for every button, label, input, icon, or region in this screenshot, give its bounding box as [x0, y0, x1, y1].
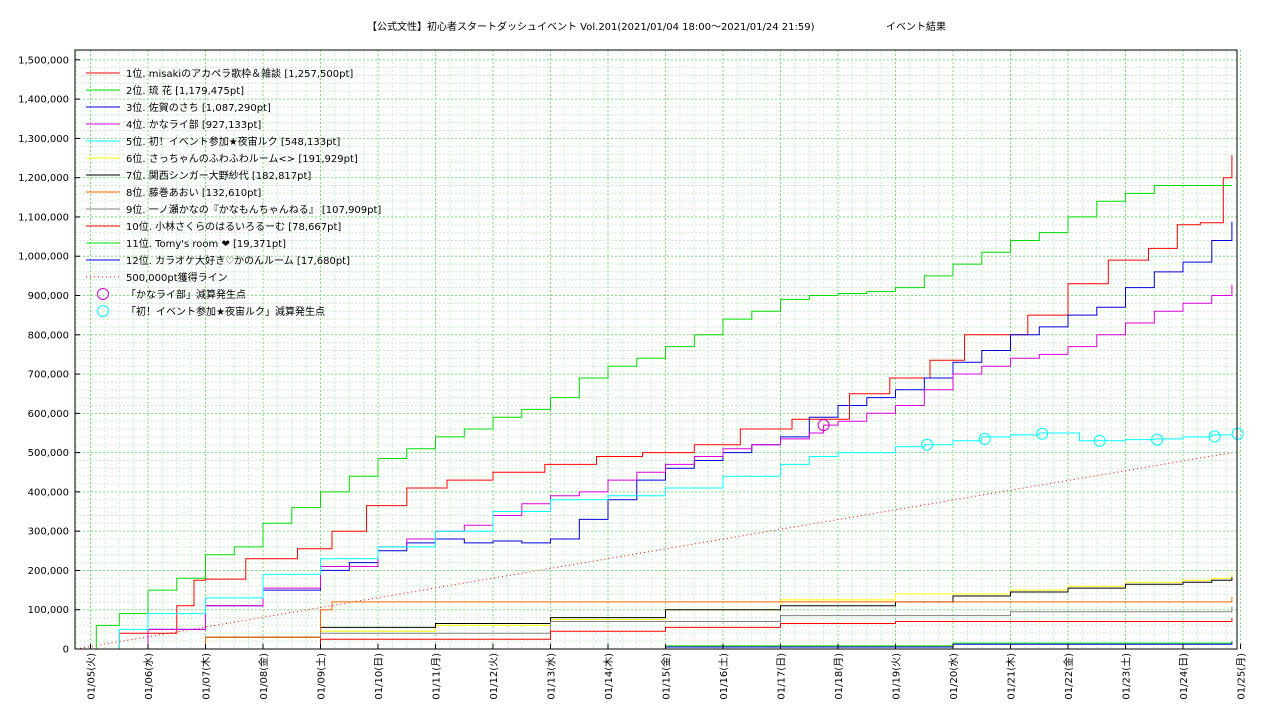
- legend-label: 2位. 琉 花 [1,179,475pt]: [126, 84, 244, 97]
- y-tick-label: 900,000: [28, 291, 69, 302]
- legend-label: 「かなライ部」減算発生点: [126, 288, 246, 301]
- deduction-marker: [817, 419, 830, 432]
- x-tick-label: 01/16(土): [717, 653, 730, 700]
- y-tick-label: 1,300,000: [18, 134, 69, 145]
- x-tick-label: 01/21(木): [1006, 653, 1018, 700]
- deduction-marker: [921, 438, 934, 451]
- reference-line-group: [76, 452, 1232, 650]
- x-tick-label: 01/22(金): [1062, 653, 1075, 700]
- grid: [75, 50, 1241, 650]
- chart-subtitle: イベント結果: [886, 20, 946, 33]
- legend-label: 11位. Tomy's room ❤ [19,371pt]: [126, 237, 286, 250]
- y-tick-label: 700,000: [28, 370, 69, 381]
- deduction-marker: [1093, 434, 1106, 447]
- markers-group: [817, 419, 1244, 451]
- legend-label: 1位. misakiのアカペラ歌枠＆雑談 [1,257,500pt]: [126, 67, 353, 80]
- y-tick-label: 0: [63, 645, 69, 656]
- legend: 1位. misakiのアカペラ歌枠＆雑談 [1,257,500pt] 2位. 琉 …: [86, 67, 381, 318]
- legend-label: 10位. 小林さくらのはるいろるーむ [78,667pt]: [126, 220, 341, 233]
- x-tick-label: 01/11(月): [431, 653, 443, 700]
- x-axis-ticks: 01/05(火) 01/06(水) 01/07(木) 01/08(金) 01/09(土)…: [86, 644, 1248, 700]
- x-tick-label: 01/05(火): [86, 653, 98, 700]
- y-tick-label: 400,000: [28, 487, 69, 498]
- y-tick-label: 1,200,000: [18, 173, 69, 184]
- series-line: [76, 577, 1233, 650]
- x-tick-label: 01/08(金): [257, 653, 270, 700]
- y-tick-label: 1,000,000: [18, 252, 69, 263]
- y-tick-label: 200,000: [28, 566, 69, 577]
- x-tick-label: 01/09(土): [315, 653, 328, 700]
- deduction-marker: [1208, 430, 1221, 443]
- legend-label: 9位. 一ノ瀬かなの『かなもんちゃんねる』 [107,909pt]: [126, 203, 381, 216]
- y-tick-label: 600,000: [28, 409, 69, 420]
- legend-label: 5位. 初！イベント参加★夜宙ルク [548,133pt]: [126, 135, 340, 148]
- series-line: [76, 641, 1233, 650]
- legend-marker: [97, 288, 109, 300]
- series-line: [76, 596, 1233, 650]
- deduction-marker: [1231, 427, 1244, 440]
- series-line: [76, 618, 1233, 650]
- x-tick-label: 01/25(月): [1236, 653, 1248, 700]
- x-tick-label: 01/07(木): [201, 653, 213, 700]
- x-tick-label: 01/24(日): [1179, 653, 1190, 700]
- y-axis-ticks: 0 100,000 200,000 300,000 400,000 500,000 600,…: [18, 55, 80, 656]
- y-tick-label: 300,000: [28, 527, 69, 538]
- legend-label: 7位. 関西シンガー大野紗代 [182,817pt]: [126, 169, 311, 182]
- x-tick-label: 01/06(水): [143, 653, 155, 700]
- x-tick-label: 01/17(日): [777, 653, 788, 700]
- x-tick-label: 01/14(木): [603, 653, 615, 700]
- reference-line: [76, 452, 1232, 650]
- legend-label: 3位. 佐賀のさち [1,087,290pt]: [126, 101, 271, 114]
- legend-label: 4位. かなライ部 [927,133pt]: [126, 118, 261, 131]
- plot-frame: [74, 49, 1238, 650]
- y-tick-label: 1,100,000: [18, 212, 69, 223]
- series-line: [76, 155, 1233, 650]
- x-tick-label: 01/10(日): [374, 653, 385, 700]
- y-tick-label: 1,500,000: [18, 55, 69, 66]
- series-line: [76, 432, 1233, 650]
- deduction-marker: [978, 432, 991, 445]
- legend-label: 「初！イベント参加★夜宙ルク」減算発生点: [126, 305, 325, 318]
- y-tick-label: 800,000: [28, 330, 69, 341]
- legend-label: 500,000pt獲得ライン: [126, 271, 228, 284]
- series-line: [76, 185, 1232, 650]
- series-line: [76, 606, 1233, 650]
- series-line: [76, 573, 1233, 650]
- chart-title: 【公式文性】初心者スタートダッシュイベント Vol.201(2021/01/04…: [367, 20, 815, 33]
- x-tick-label: 01/15(金): [660, 653, 673, 700]
- x-tick-label: 01/12(火): [488, 653, 500, 700]
- x-tick-label: 01/23(土): [1120, 653, 1133, 700]
- y-tick-label: 100,000: [28, 605, 69, 616]
- legend-label: 6位. さっちゃんのふわふわルーム<> [191,929pt]: [126, 152, 358, 165]
- y-tick-label: 500,000: [28, 448, 69, 459]
- x-tick-label: 01/20(水): [948, 653, 960, 700]
- y-tick-label: 1,400,000: [18, 95, 69, 106]
- x-tick-label: 01/13(水): [546, 653, 558, 700]
- deduction-marker: [1036, 427, 1049, 440]
- deduction-marker: [1151, 433, 1164, 446]
- series-line: [76, 221, 1233, 650]
- x-tick-label: 01/19(火): [891, 653, 903, 700]
- legend-marker: [97, 305, 109, 317]
- legend-label: 12位. カラオケ大好き♡かのんルーム [17,680pt]: [126, 254, 350, 267]
- legend-label: 8位. 藤巻あおい [132,610pt]: [126, 186, 261, 199]
- x-tick-label: 01/18(月): [833, 653, 845, 700]
- series-line: [76, 284, 1233, 650]
